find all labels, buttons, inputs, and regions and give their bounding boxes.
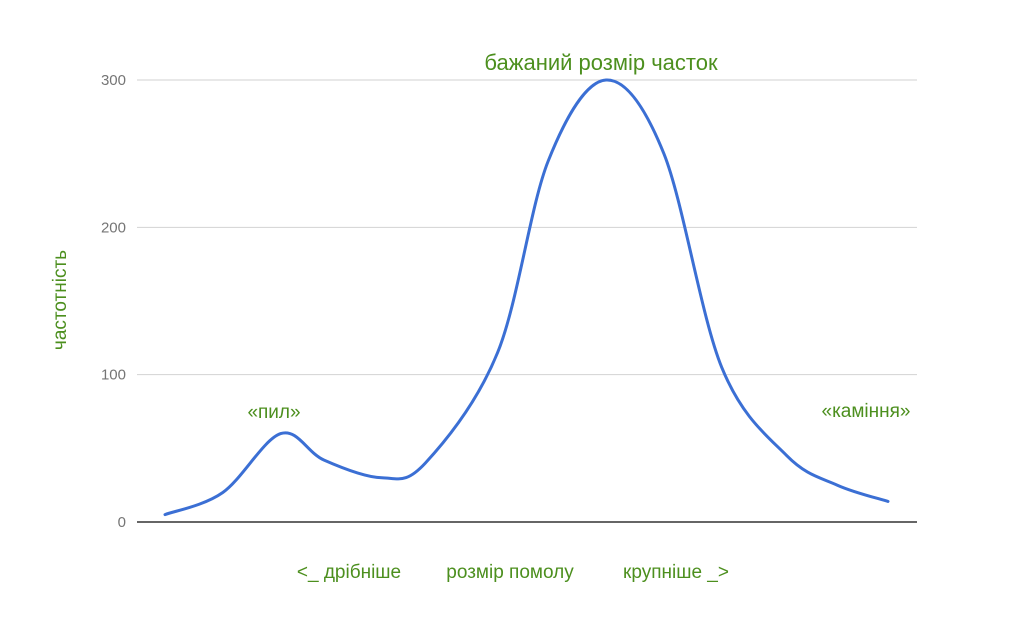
gridlines [137,79,917,523]
chart-title: бажаний розмір часток [484,50,718,75]
x-axis-label-right: крупніше _> [623,562,729,583]
x-axis-label-left: <_ дрібніше [297,562,401,583]
y-tick-label: 200 [101,219,126,236]
y-axis-ticks: 0 100 200 300 [101,72,126,531]
y-tick-label: 0 [118,514,126,531]
y-tick-label: 300 [101,72,126,89]
annotation-dust: «пил» [247,402,300,423]
y-axis-label: частотність [50,250,71,350]
annotation-boulders: «каміння» [822,401,911,422]
y-tick-label: 100 [101,367,126,384]
series-line [163,78,890,517]
x-axis-label: розмір помолу [446,562,574,583]
